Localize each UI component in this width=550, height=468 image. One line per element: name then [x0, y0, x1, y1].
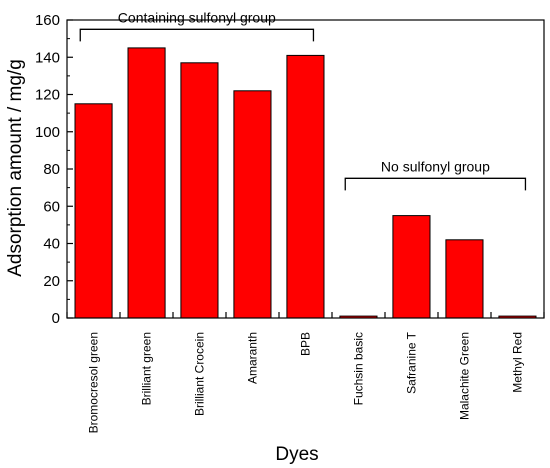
- bar-1: [127, 47, 166, 319]
- group-brackets: Containing sulfonyl group No sulfonyl gro…: [79, 9, 527, 191]
- y-tick-label-4: 80: [43, 161, 60, 178]
- group-bracket-1: [344, 177, 527, 191]
- y-axis-title: Adsorption amount / mg/g: [5, 59, 26, 277]
- y-tick-label-6: 120: [35, 87, 60, 104]
- y-tick-label-7: 140: [35, 49, 60, 66]
- y-tick-label-3: 60: [43, 198, 60, 215]
- y-tick-label-1: 20: [43, 273, 60, 290]
- bar-6: [392, 215, 431, 319]
- axes: 0 20 40 60 80 100 120 140 160 Bromocresol green Br…: [35, 12, 545, 433]
- x-category-label-0: Bromocresol green: [87, 332, 101, 433]
- bar-2: [180, 62, 219, 319]
- bar-0: [74, 103, 113, 319]
- x-category-label-2: Brilliant Crocein: [193, 332, 207, 416]
- bar-4: [286, 54, 325, 319]
- bars-layer: [74, 47, 537, 319]
- x-category-label-1: Brilliant green: [140, 332, 154, 405]
- x-category-label-4: BPB: [299, 332, 313, 356]
- group-bracket-0: [79, 28, 315, 42]
- x-category-label-7: Malachite Green: [458, 332, 472, 420]
- y-tick-label-5: 100: [35, 124, 60, 141]
- x-category-label-5: Fuchsin basic: [352, 332, 366, 405]
- bar-3: [233, 90, 272, 319]
- group-label-1: No sulfonyl group: [381, 158, 490, 174]
- x-axis-title: Dyes: [275, 444, 318, 465]
- x-category-label-3: Amaranth: [246, 332, 260, 384]
- y-tick-label-2: 40: [43, 236, 60, 253]
- group-label-0: Containing sulfonyl group: [118, 9, 276, 25]
- y-tick-label-0: 0: [52, 310, 60, 327]
- bar-7: [445, 239, 484, 319]
- x-category-label-8: Methyl Red: [511, 332, 525, 393]
- x-category-label-6: Safranine T: [405, 331, 419, 393]
- y-tick-label-8: 160: [35, 12, 60, 29]
